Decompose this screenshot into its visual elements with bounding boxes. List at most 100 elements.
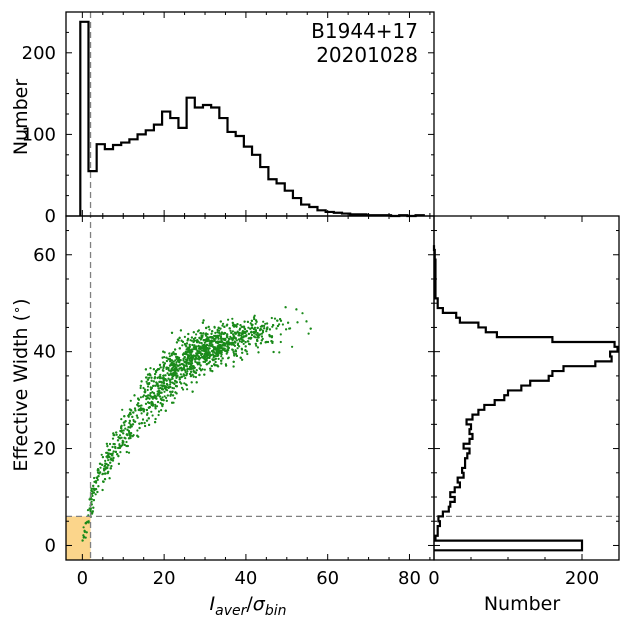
scatter-point [123, 443, 126, 446]
scatter-point [176, 338, 180, 341]
main-ytick-label: 40 [33, 342, 56, 363]
scatter-point [147, 401, 150, 404]
scatter-point [220, 355, 223, 358]
scatter-point [123, 415, 126, 418]
scatter-point [255, 319, 258, 322]
scatter-point [166, 389, 169, 392]
right-xtick-label: 0 [428, 568, 439, 589]
scatter-point [117, 455, 120, 458]
scatter-point [248, 342, 251, 346]
scatter-point [242, 325, 246, 328]
scatter-point [179, 359, 182, 362]
scatter-point [183, 335, 186, 338]
scatter-point [203, 343, 206, 347]
scatter-point [178, 378, 181, 381]
scatter-point [118, 446, 121, 449]
scatter-point [107, 459, 110, 462]
scatter-point [182, 388, 185, 391]
top-ytick-label: 100 [22, 124, 56, 145]
scatter-point [180, 382, 183, 385]
scatter-point [105, 442, 108, 445]
main-frame [65, 215, 435, 561]
scatter-point [198, 341, 201, 344]
scatter-point [147, 382, 150, 386]
scatter-point [82, 536, 85, 539]
scatter-point [184, 383, 187, 386]
scatter-point [247, 332, 250, 335]
scatter-point [125, 440, 128, 444]
scatter-point [101, 488, 104, 492]
scatter-point [207, 352, 210, 355]
scatter-point [188, 359, 191, 362]
scatter-point [190, 363, 193, 366]
scatter-point [160, 381, 163, 384]
scatter-point [148, 397, 151, 400]
scatter-point [309, 327, 312, 330]
scatter-point [133, 407, 137, 410]
scatter-points [81, 306, 312, 542]
scatter-point [151, 402, 154, 406]
scatter-point [151, 414, 154, 417]
scatter-point [206, 336, 209, 339]
scatter-point [156, 376, 159, 379]
scatter-point [171, 366, 174, 369]
scatter-point [181, 344, 184, 347]
scatter-point [234, 332, 237, 335]
scatter-point [118, 434, 122, 437]
scatter-point [247, 326, 250, 329]
scatter-point [126, 444, 129, 448]
scatter-point [170, 354, 173, 357]
scatter-point [256, 326, 259, 329]
scatter-point [182, 359, 185, 362]
scatter-point [171, 374, 174, 377]
scatter-point [186, 339, 189, 342]
scatter-point [110, 465, 113, 468]
scatter-point [165, 359, 168, 363]
annotation-date: 20201028 [316, 43, 418, 67]
scatter-point [155, 397, 158, 400]
scatter-point [263, 324, 266, 327]
scatter-point [86, 509, 90, 512]
scatter-point [264, 322, 267, 325]
scatter-point [227, 343, 230, 346]
scatter-point [166, 394, 169, 397]
scatter-point [169, 381, 172, 384]
scatter-point [111, 437, 115, 440]
scatter-point [187, 347, 190, 350]
scatter-point [131, 423, 135, 426]
scatter-point [273, 317, 277, 320]
scatter-point [180, 366, 183, 369]
scatter-point [152, 368, 155, 371]
scatter-point [130, 432, 133, 435]
scatter-point [193, 339, 196, 342]
scatter-point [167, 367, 170, 370]
scatter-point [170, 361, 174, 364]
scatter-point [276, 319, 279, 322]
scatter-point [162, 361, 165, 364]
scatter-point [195, 369, 198, 372]
main-xtick-label: 0 [77, 568, 88, 589]
scatter-point [114, 446, 117, 450]
scatter-point [213, 326, 216, 329]
scatter-point [244, 341, 247, 344]
scatter-point [227, 349, 230, 352]
scatter-point [153, 394, 156, 397]
scatter-point [198, 336, 201, 339]
scatter-point [255, 344, 258, 347]
right-xtick-label: 200 [565, 568, 599, 589]
scatter-point [180, 386, 184, 389]
scatter-point [190, 370, 193, 373]
scatter-point [137, 405, 140, 408]
scatter-point [175, 363, 178, 366]
scatter-point [103, 472, 107, 475]
scatter-point [162, 399, 165, 402]
scatter-point [173, 371, 176, 374]
scatter-point [163, 362, 166, 365]
scatter-point [190, 359, 193, 362]
top-ytick-label: 200 [22, 43, 56, 64]
scatter-point [250, 319, 253, 322]
scatter-point [291, 345, 294, 348]
scatter-point [279, 340, 282, 344]
scatter-point [278, 323, 281, 326]
scatter-point [107, 464, 110, 467]
